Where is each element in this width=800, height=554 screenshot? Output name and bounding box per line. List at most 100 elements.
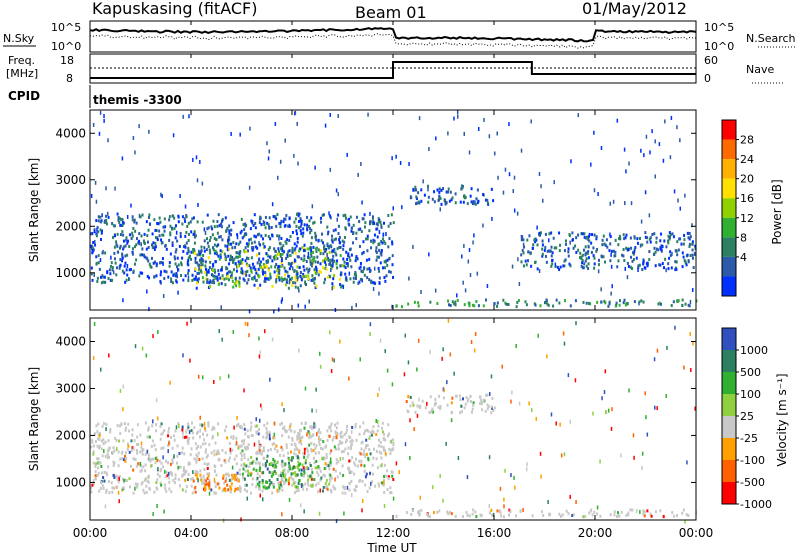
heatmap-cell [277,272,280,276]
heatmap-cell [558,231,561,235]
heatmap-cell [107,138,109,143]
heatmap-cell [294,278,297,282]
heatmap-cell [448,303,451,307]
heatmap-cell [306,487,309,491]
heatmap-cell [311,204,314,209]
heatmap-cell [441,356,443,361]
heatmap-cell [496,131,498,136]
heatmap-cell [295,489,298,493]
heatmap-cell [646,240,649,244]
heatmap-cell [102,486,105,490]
heatmap-cell [91,440,94,444]
noise-tick-top-right: 10^5 [704,21,734,34]
heatmap-cell [283,474,286,478]
heatmap-cell [329,268,332,273]
heatmap-cell [188,114,190,119]
heatmap-cell [310,468,313,472]
heatmap-cell [117,216,120,220]
heatmap-cell [610,426,613,431]
heatmap-cell [412,403,415,407]
heatmap-cell [287,479,290,483]
heatmap-cell [297,161,299,166]
heatmap-cell [438,509,441,513]
heatmap-cell [256,482,259,486]
heatmap-cell [530,264,533,268]
heatmap-cell [503,504,505,509]
heatmap-cell [660,232,663,236]
heatmap-cell [431,485,434,490]
heatmap-cell [649,150,651,155]
heatmap-cell [111,268,114,272]
heatmap-cell [343,264,346,268]
heatmap-cell [272,472,275,476]
heatmap-cell [275,278,278,282]
heatmap-cell [501,364,504,369]
heatmap-cell [182,249,185,253]
heatmap-cell [317,490,320,494]
heatmap-cell [145,220,148,224]
heatmap-cell [111,265,114,269]
heatmap-cell [156,238,159,242]
heatmap-cell [691,288,694,293]
heatmap-cell [101,484,104,488]
heatmap-cell [687,260,690,264]
heatmap-cell [259,350,262,355]
heatmap-cell [136,482,139,486]
heatmap-cell [184,204,187,209]
heatmap-cell [340,271,343,276]
heatmap-cell [549,249,552,253]
heatmap-cell [585,257,588,261]
heatmap-cell [141,213,144,217]
heatmap-cell [286,253,289,257]
heatmap-cell [520,238,523,242]
heatmap-cell [633,235,636,239]
heatmap-cell [658,263,661,267]
heatmap-cell [249,428,252,432]
heatmap-cell [377,392,379,397]
heatmap-cell [136,451,139,455]
heatmap-cell [677,299,680,303]
heatmap-cell [258,462,261,466]
heatmap-cell [420,188,423,192]
heatmap-cell [239,487,242,491]
heatmap-cell [547,303,550,307]
heatmap-cell [528,401,530,406]
heatmap-cell [204,264,207,268]
heatmap-cell [464,402,467,406]
heatmap-cell [665,245,668,249]
heatmap-cell [363,453,366,457]
heatmap-cell [216,450,218,455]
heatmap-cell [587,301,590,305]
heatmap-cell [392,206,394,211]
heatmap-cell [266,430,269,434]
heatmap-cell [242,467,245,471]
heatmap-cell [426,401,428,406]
date-title: 01/May/2012 [582,0,687,18]
heatmap-cell [139,253,142,257]
heatmap-cell [593,262,596,266]
heatmap-cell [349,277,352,281]
heatmap-cell [307,255,310,259]
heatmap-cell [580,257,583,261]
heatmap-cell [642,512,645,516]
heatmap-cell [337,114,339,119]
heatmap-cell [365,472,368,476]
heatmap-cell [112,235,115,239]
heatmap-cell [617,511,620,515]
heatmap-cell [179,465,182,469]
heatmap-cell [344,277,347,281]
heatmap-cell [267,248,270,252]
heatmap-cell [257,273,260,277]
heatmap-cell [95,462,98,466]
heatmap-cell [177,422,180,426]
heatmap-cell [209,251,212,255]
heatmap-cell [194,485,197,489]
heatmap-cell [115,273,118,277]
heatmap-cell [450,512,453,516]
heatmap-cell [148,262,151,266]
heatmap-cell [95,424,98,428]
heatmap-cell [605,238,608,242]
heatmap-cell [491,216,493,221]
heatmap-cell [317,248,320,252]
heatmap-cell [296,265,299,269]
